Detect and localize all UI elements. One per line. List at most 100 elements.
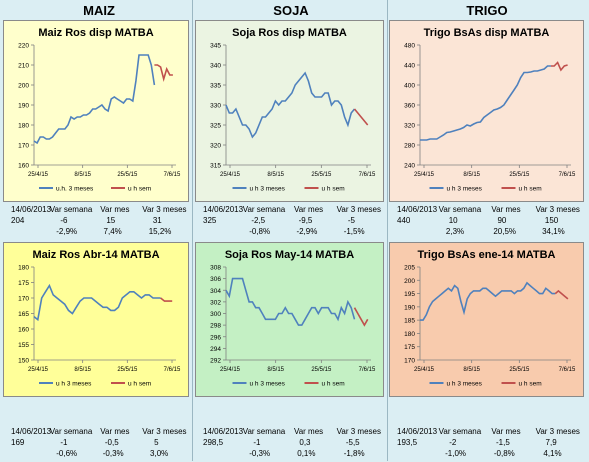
chart-panel: Soja Ros May-14 MATBA 292 294 296 298 300 302 3… [195, 242, 384, 397]
series-line-3-meses [225, 277, 356, 326]
y-tick-label: 294 [210, 346, 221, 353]
header-soja: SOJA [273, 3, 309, 18]
y-tick-label: 170 [18, 143, 29, 150]
legend-label-3-meses: u h 3 meses [447, 186, 483, 193]
legend-label-ult-sem: u h sem [322, 186, 345, 193]
stats-date: 14/06/2013 [203, 205, 244, 214]
y-tick-label: 150 [18, 358, 29, 365]
y-tick-label: 304 [210, 288, 221, 295]
x-tick-label: 7/6/15 [164, 172, 181, 178]
chart-panel: Trigo BsAs ene-14 MATBA 170 175 180 185 190 19… [389, 242, 584, 397]
series-line-ult-sem [554, 289, 569, 300]
stats-pct-3-meses: 15,2% [148, 227, 172, 236]
header-trigo: TRIGO [466, 3, 508, 18]
stats-block: 14/06/2013 Var semana Var mes Var 3 meses 44… [389, 204, 584, 240]
stats-pct-semana: 2,3% [445, 227, 465, 236]
y-tick-label: 180 [18, 265, 29, 272]
series-line-3-meses [33, 283, 161, 322]
stats-pct-semana: -0,8% [249, 227, 271, 236]
legend-label-ult-sem: u h sem [128, 186, 151, 193]
label-var-3-meses: Var 3 meses [142, 427, 187, 436]
label-var-mes: Var mes [491, 427, 521, 436]
y-tick-label: 175 [18, 280, 29, 287]
stats-pct-mes: -0,3% [102, 449, 124, 458]
stats-var-3-meses: 7,9 [545, 438, 557, 447]
stats-block: 14/06/2013 Var semana Var mes Var 3 meses 19… [389, 426, 584, 462]
stats-date: 14/06/2013 [397, 427, 438, 436]
x-tick-label: 25/5/15 [117, 172, 138, 178]
y-tick-label: 180 [18, 123, 29, 130]
y-tick-label: 440 [404, 63, 415, 70]
stats-value: 325 [203, 216, 217, 225]
label-var-3-meses: Var 3 meses [142, 205, 187, 214]
y-tick-label: 200 [18, 83, 29, 90]
series-line-ult-sem [550, 61, 568, 72]
stats-block: 14/06/2013 Var semana Var mes Var 3 meses 32… [195, 204, 384, 240]
x-tick-label: 7/6/15 [359, 367, 376, 373]
stats-value: 169 [11, 438, 25, 447]
stats-pct-semana: -0,3% [249, 449, 271, 458]
label-var-3-meses: Var 3 meses [336, 427, 381, 436]
stats-var-3-meses: 31 [152, 216, 162, 225]
stats-var-mes: -1,5 [496, 438, 510, 447]
chart-svg: 170 175 180 185 190 195 200 205 25/4/15 8/5/15 25/… [404, 265, 576, 388]
x-tick-label: 8/5/15 [463, 172, 480, 178]
label-var-semana: Var semana [242, 427, 286, 436]
chart-title: Trigo BsAs disp MATBA [423, 27, 550, 39]
label-var-mes: Var mes [100, 427, 130, 436]
series-line-ult-sem [353, 307, 369, 327]
stats-var-mes: -9,5 [298, 216, 313, 225]
x-tick-label: 25/5/15 [311, 172, 332, 178]
stats-value: 193,5 [397, 438, 418, 447]
label-var-3-meses: Var 3 meses [535, 427, 580, 436]
chart-svg: 150 155 160 165 170 175 180 25/4/15 8/5/15 25/5/1… [18, 265, 181, 388]
chart-panel: Trigo BsAs disp MATBA 240 280 320 360 400 440 4… [389, 20, 584, 202]
stats-var-semana: -1 [60, 438, 68, 447]
legend-label-ult-sem: u h sem [322, 381, 345, 388]
chart-title: Trigo BsAs ene-14 MATBA [417, 249, 556, 261]
x-tick-label: 8/5/15 [463, 367, 480, 373]
stats-pct-3-meses: 34,1% [542, 227, 565, 236]
stats-block: 14/06/2013 Var semana Var mes Var 3 meses 16… [3, 426, 189, 462]
chart-panel: Soja Ros disp MATBA 315 320 325 330 335 340 345… [195, 20, 384, 202]
stats-pct-mes: -2,9% [296, 227, 318, 236]
y-tick-label: 185 [404, 318, 415, 325]
x-tick-label: 7/6/15 [359, 172, 376, 178]
x-tick-label: 25/4/15 [28, 367, 49, 373]
y-tick-label: 400 [404, 83, 415, 90]
x-tick-label: 7/6/15 [164, 367, 181, 373]
x-tick-label: 25/5/15 [509, 172, 530, 178]
stats-pct-mes: 7,4% [103, 227, 122, 236]
y-tick-label: 360 [404, 103, 415, 110]
chart-svg: 315 320 325 330 335 340 345 25/4/15 8/5/15 25/5/1… [210, 43, 376, 193]
stats-date: 14/06/2013 [203, 427, 244, 436]
label-var-mes: Var mes [293, 205, 324, 214]
label-var-semana: Var semana [438, 205, 482, 214]
series-line-ult-sem [154, 64, 173, 82]
y-tick-label: 155 [18, 342, 29, 349]
legend-label-3-meses: u h 3 meses [250, 381, 286, 388]
stats-date: 14/06/2013 [11, 205, 52, 214]
x-tick-label: 25/5/15 [509, 367, 530, 373]
legend-label-ult-sem: u h sem [519, 186, 542, 193]
label-var-semana: Var semana [49, 427, 93, 436]
chart-svg: 292 294 296 298 300 302 304 306 308 25/4/15 8/5/15… [210, 265, 376, 388]
y-tick-label: 190 [404, 304, 415, 311]
label-var-semana: Var semana [438, 427, 482, 436]
y-tick-label: 320 [210, 143, 221, 150]
label-var-semana: Var semana [49, 205, 93, 214]
y-tick-label: 296 [210, 334, 221, 341]
x-tick-label: 8/5/15 [267, 367, 284, 373]
chart-title: Soja Ros May-14 MATBA [224, 249, 355, 261]
stats-var-semana: -2,5 [251, 216, 266, 225]
stats-var-semana: -2 [449, 438, 457, 447]
y-tick-label: 298 [210, 323, 221, 330]
chart-title: Maiz Ros disp MATBA [38, 27, 154, 39]
y-tick-label: 302 [210, 299, 221, 306]
y-tick-label: 340 [210, 63, 221, 70]
y-tick-label: 200 [404, 278, 415, 285]
x-tick-label: 25/4/15 [414, 367, 435, 373]
stats-pct-mes: 0,1% [297, 449, 316, 458]
x-tick-label: 25/4/15 [220, 367, 241, 373]
label-var-mes: Var mes [100, 205, 130, 214]
